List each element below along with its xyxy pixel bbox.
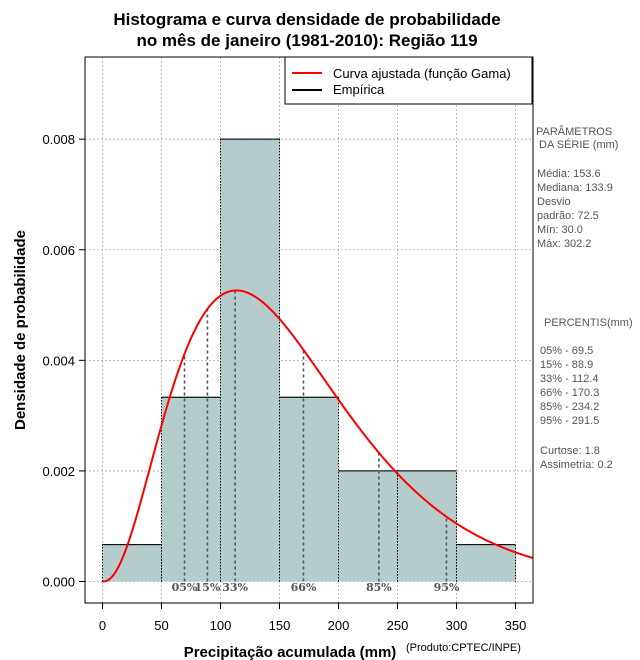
legend-curve-label: Curva ajustada (função Gama): [333, 66, 511, 81]
stat-line: padrão: 72.5: [537, 210, 599, 222]
percentile-label: 33%: [222, 581, 248, 594]
legend-empirical-label: Empírica: [333, 82, 385, 97]
x-tick-label: 100: [210, 618, 232, 633]
histogram-bar: [161, 397, 221, 582]
histogram-bar: [279, 397, 339, 582]
stat-line: Mín: 30.0: [537, 224, 583, 236]
histogram-bar: [220, 139, 280, 582]
percentile-label: 85%: [366, 581, 392, 594]
y-tick-label: 0.008: [42, 132, 75, 147]
chart-title-line2: no mês de janeiro (1981-2010): Região 11…: [136, 31, 477, 50]
percentile-line: 85% - 234.2: [540, 401, 599, 413]
x-axis: 0 50 100 150 200 250 300 350: [99, 602, 527, 633]
x-tick-label: 0: [99, 618, 106, 633]
y-axis-title: Densidade de probabilidade: [12, 230, 29, 430]
side-panel: PARÂMETROS DA SÉRIE (mm) Média: 153.6 Me…: [536, 125, 633, 471]
percentile-label: 95%: [434, 581, 460, 594]
percentile-line: 05% - 69.5: [540, 345, 593, 357]
credit-text: (Produto:CPTEC/INPE): [406, 642, 521, 654]
histogram-bar: [456, 544, 516, 582]
histogram-bar-outline: [397, 470, 457, 582]
y-tick-label: 0.004: [42, 353, 75, 368]
stat-line: Desvio: [537, 196, 571, 208]
params-title-2: DA SÉRIE (mm): [539, 138, 618, 151]
skewness-line: Assimetria: 0.2: [540, 459, 613, 471]
percentile-label: 66%: [291, 581, 317, 594]
x-tick-label: 200: [328, 618, 350, 633]
histogram-bar: [397, 470, 457, 582]
params-title-1: PARÂMETROS: [536, 125, 612, 138]
x-tick-label: 150: [269, 618, 291, 633]
percentile-label: 05%: [172, 581, 198, 594]
x-tick-label: 250: [387, 618, 409, 633]
x-tick-label: 300: [446, 618, 468, 633]
gamma-fit-curve: [102, 289, 534, 583]
histogram-bar-outline: [338, 470, 398, 582]
stat-line: Média: 153.6: [537, 168, 601, 180]
percentile-labels: 05%15% 33% 66% 85% 95%: [172, 581, 460, 594]
y-tick-label: 0.002: [42, 464, 75, 479]
percentile-line: 15% - 88.9: [540, 359, 593, 371]
legend-box: [284, 56, 533, 105]
stat-line: Mediana: 133.9: [537, 182, 613, 194]
percentile-line: 33% - 112.4: [540, 373, 599, 385]
percentiles-title: PERCENTIS(mm): [544, 317, 633, 329]
histogram-bar: [102, 544, 162, 582]
y-tick-label: 0.000: [42, 575, 75, 590]
x-tick-label: 50: [154, 618, 168, 633]
y-tick-label: 0.006: [42, 243, 75, 258]
y-axis: 0.000 0.002 0.004 0.006 0.008: [42, 132, 86, 590]
x-axis-title: Precipitação acumulada (mm): [184, 644, 397, 660]
stat-line: Máx: 302.2: [537, 238, 591, 250]
percentile-lines: [183, 290, 448, 582]
histogram-bars: [102, 138, 516, 582]
percentile-label: 15%: [195, 581, 221, 594]
chart-title-line1: Histograma e curva densidade de probabil…: [113, 10, 500, 29]
x-tick-label: 350: [505, 618, 527, 633]
legend: Curva ajustada (função Gama) Empírica: [284, 56, 533, 105]
percentile-line: 95% - 291.5: [540, 415, 599, 427]
histogram-bar: [338, 470, 398, 582]
kurtosis-line: Curtose: 1.8: [540, 445, 600, 457]
percentile-line: 66% - 170.3: [540, 387, 599, 399]
